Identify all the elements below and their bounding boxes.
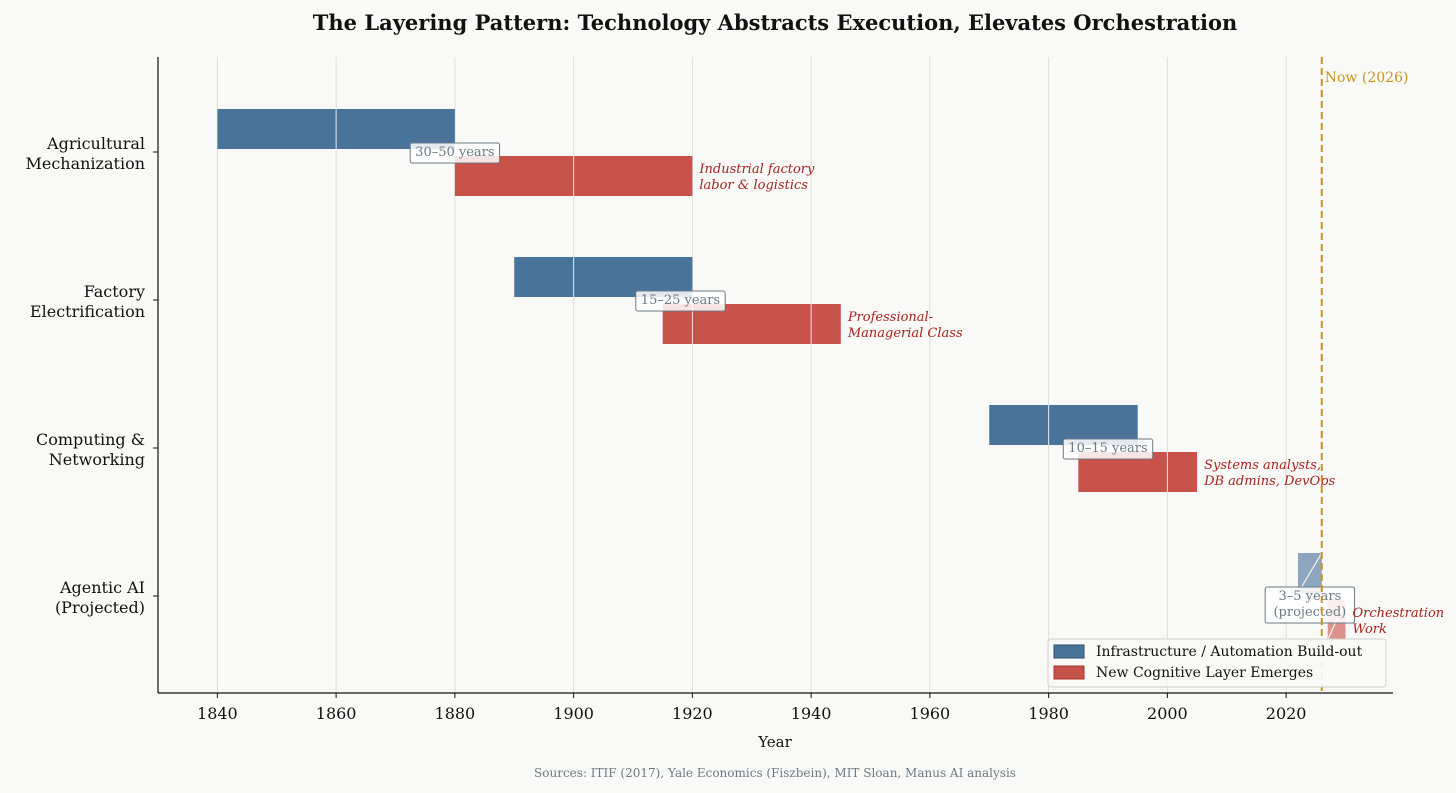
annotation-3-line-0: Orchestration: [1353, 606, 1445, 621]
duration-label-3: 3–5 years(projected): [1264, 586, 1356, 624]
grid-lines: [216, 57, 1287, 693]
x-tick-label-1860: 1860: [316, 704, 357, 723]
chart-title: The Layering Pattern: Technology Abstrac…: [313, 10, 1237, 35]
category-label-0-line-0: Agricultural: [46, 134, 145, 153]
category-label-3-line-0: Agentic AI: [59, 578, 145, 597]
x-tick-label-1940: 1940: [791, 704, 832, 723]
category-label-2-line-0: Computing &: [36, 430, 145, 449]
duration-label-box: [1062, 438, 1154, 460]
duration-label-box: [409, 142, 501, 164]
now-reference-label: Now (2026): [1325, 70, 1409, 86]
x-tick-label-1880: 1880: [435, 704, 476, 723]
category-label-3-line-1: (Projected): [55, 598, 145, 617]
duration-label-text: 30–50 years: [415, 145, 494, 160]
x-tick-label-1980: 1980: [1028, 704, 1069, 723]
projected-hatch-0-3: [1297, 552, 1323, 594]
x-tick-label-2020: 2020: [1266, 704, 1307, 723]
category-label-0-line-1: Mechanization: [25, 154, 145, 173]
x-tick-label-1840: 1840: [197, 704, 238, 723]
source-note: Sources: ITIF (2017), Yale Economics (Fi…: [534, 766, 1016, 780]
legend-entry-0: Infrastructure / Automation Build-out: [1096, 644, 1363, 660]
legend: Infrastructure / Automation Build-out New…: [1047, 638, 1387, 688]
x-tick-label-1920: 1920: [672, 704, 713, 723]
infrastructure-bar-1: [514, 257, 693, 297]
duration-label-1: 15–25 years: [635, 290, 726, 312]
annotation-0-line-0: Industrial factory: [698, 162, 815, 177]
duration-label-text: 10–15 years: [1068, 441, 1147, 456]
duration-label-box: [635, 290, 726, 312]
annotation-1-line-1: Managerial Class: [847, 326, 963, 341]
annotation-2-line-0: Systems analysts,: [1204, 458, 1321, 473]
duration-label-text: (projected): [1273, 605, 1346, 620]
annotation-3-line-1: Work: [1353, 622, 1388, 637]
reference-line-group: Now (2026): [1320, 57, 1409, 693]
x-tick-label-2000: 2000: [1147, 704, 1188, 723]
annotation-0-line-1: labor & logistics: [699, 178, 808, 193]
labels-layer: 30–50 years 15–25 years 10–15 years 3–5 yea…: [409, 142, 1445, 637]
duration-label-0: 30–50 years: [409, 142, 501, 164]
axes: 1840 1860 1880 1900 1920 1940 1960 1980 2000 2020…: [25, 57, 1393, 723]
category-label-2-line-1: Networking: [49, 450, 145, 469]
legend-entry-1: New Cognitive Layer Emerges: [1096, 665, 1313, 681]
x-tick-label-1960: 1960: [910, 704, 951, 723]
x-axis-title: Year: [757, 733, 792, 751]
legend-swatch-1: [1053, 665, 1085, 680]
infrastructure-bar-2: [989, 405, 1138, 445]
annotation-1-line-0: Professional-: [847, 310, 933, 325]
legend-box: [1047, 638, 1387, 688]
x-tick-label-1900: 1900: [553, 704, 594, 723]
duration-label-box: [1264, 586, 1356, 624]
category-label-1-line-1: Electrification: [30, 302, 145, 321]
category-label-1-line-0: Factory: [84, 282, 145, 301]
legend-swatch-0: [1053, 644, 1085, 659]
duration-label-2: 10–15 years: [1062, 438, 1154, 460]
duration-label-text: 3–5 years: [1278, 589, 1341, 604]
duration-label-text: 15–25 years: [641, 293, 720, 308]
annotation-2-line-1: DB admins, DevOps: [1203, 474, 1335, 489]
